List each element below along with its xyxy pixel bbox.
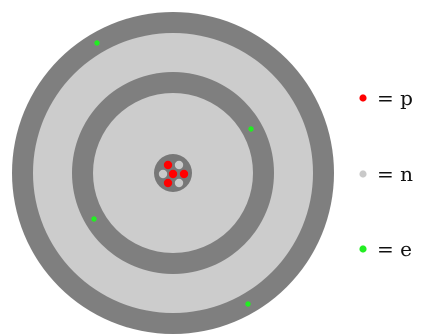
neutron-legend-icon — [359, 170, 367, 178]
legend: = p = n = e — [359, 86, 413, 261]
neutron — [174, 160, 184, 170]
electron — [94, 40, 100, 46]
electron — [91, 216, 97, 222]
neutron — [158, 169, 168, 179]
electron-legend-label: = e — [377, 237, 412, 261]
electron-legend-icon — [359, 245, 367, 253]
legend-item-proton: = p — [359, 86, 413, 110]
neutron — [174, 178, 184, 188]
legend-item-neutron: = n — [359, 162, 413, 186]
proton-legend-label: = p — [377, 86, 413, 110]
proton — [163, 178, 173, 188]
proton-legend-icon — [359, 94, 367, 102]
legend-item-electron: = e — [359, 237, 412, 261]
electron — [245, 301, 251, 307]
proton — [168, 169, 178, 179]
neutron-legend-label: = n — [377, 162, 413, 186]
electron — [248, 126, 254, 132]
proton — [163, 160, 173, 170]
proton — [179, 169, 189, 179]
